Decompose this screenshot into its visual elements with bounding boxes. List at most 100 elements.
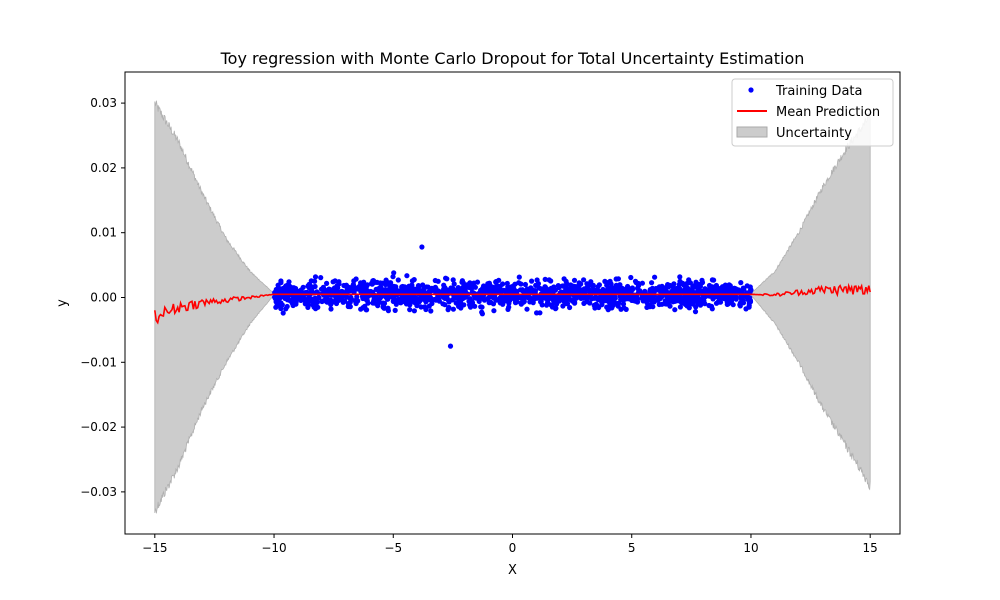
training-data-point (446, 299, 452, 305)
training-data-point (686, 294, 692, 300)
training-data-point (385, 305, 391, 311)
training-data-point (348, 294, 354, 300)
training-data-point (620, 301, 627, 307)
training-data-point (614, 300, 620, 307)
training-data-point (576, 288, 582, 294)
training-data-point (420, 282, 426, 288)
x-tick-label: 15 (863, 541, 878, 555)
training-data-point (633, 298, 639, 304)
training-data-point (500, 301, 506, 307)
training-data-point (701, 298, 707, 304)
training-data-point (568, 297, 574, 303)
training-data-point (656, 301, 662, 308)
training-data-point (553, 305, 559, 311)
training-data-point (737, 302, 743, 308)
mean-prediction-line (154, 282, 871, 325)
uncertainty-band-right (750, 110, 871, 491)
training-data-point (584, 281, 590, 287)
training-data-point (284, 303, 290, 310)
training-data-point (594, 296, 601, 302)
training-data-point (649, 289, 655, 295)
training-data-point (571, 277, 578, 283)
training-data-point (728, 300, 734, 306)
training-data-point (416, 284, 422, 291)
training-data-point (467, 296, 473, 302)
training-data-point (702, 286, 708, 292)
y-tick-label: 0.02 (90, 161, 117, 175)
training-data-point (290, 302, 296, 309)
training-data-point (506, 300, 512, 306)
training-data-point (639, 280, 646, 286)
training-data-point (405, 301, 411, 307)
training-data-point (628, 274, 634, 281)
training-data-point (279, 288, 285, 294)
training-data-point (655, 294, 662, 300)
training-data-point (418, 304, 424, 310)
x-tick-label: 10 (743, 541, 758, 555)
training-data-point (414, 289, 420, 295)
training-data-point (490, 294, 496, 300)
training-data-point (544, 286, 550, 292)
training-data-point (425, 284, 431, 290)
training-data-point (587, 300, 593, 306)
training-data-point (570, 286, 576, 292)
training-data-point (337, 295, 343, 301)
training-data-point (649, 280, 655, 286)
training-data-point (341, 282, 347, 289)
training-data-point (516, 274, 522, 280)
training-data-point (640, 298, 646, 304)
training-data-point (536, 294, 542, 300)
training-data-point (581, 292, 587, 298)
training-data-point (391, 270, 397, 276)
training-data-point (404, 273, 410, 279)
training-data-point (534, 310, 540, 316)
training-data-point (685, 285, 691, 291)
training-data-point (652, 274, 658, 280)
mean-prediction-layer (154, 282, 871, 325)
training-data-point (428, 308, 434, 314)
training-data-point (419, 244, 425, 250)
training-data-point (591, 288, 597, 294)
training-data-point (590, 282, 596, 288)
training-data-point (548, 278, 554, 284)
x-tick-label: 5 (628, 541, 636, 555)
training-data-point (697, 283, 704, 289)
training-data-point (408, 283, 414, 290)
training-data-point (651, 299, 657, 305)
training-data-point (529, 278, 535, 284)
training-data-point (596, 282, 603, 288)
training-data-point (604, 304, 610, 310)
training-data-point (632, 278, 639, 284)
training-data-point (744, 283, 750, 289)
x-tick-label: 0 (509, 541, 517, 555)
training-data-point (392, 307, 398, 313)
training-data-point (323, 296, 330, 302)
training-data-point (496, 295, 503, 301)
training-data-point (496, 277, 502, 283)
training-data-point (633, 294, 640, 300)
training-data-point (363, 288, 369, 294)
training-data-point (692, 283, 698, 290)
training-data-point (491, 308, 497, 314)
training-data-point (369, 281, 375, 287)
training-data-point (747, 295, 753, 301)
training-data-point (426, 303, 432, 309)
training-data-point (355, 298, 361, 304)
training-data-point (331, 285, 337, 291)
training-data-point (450, 277, 456, 283)
training-data-point (501, 294, 508, 300)
training-data-point (464, 282, 470, 288)
training-data-point (706, 282, 713, 289)
training-data-point (429, 288, 435, 294)
training-data-point (280, 310, 286, 316)
training-data-point (561, 276, 567, 282)
y-tick-label: 0.01 (90, 226, 117, 240)
training-data-point (399, 287, 405, 293)
training-data-point (278, 280, 284, 286)
training-data-point (386, 280, 392, 286)
training-data-point (339, 288, 345, 295)
training-data-point (305, 283, 311, 289)
training-data-point (328, 306, 334, 312)
training-data-point (310, 284, 316, 290)
training-data-point (533, 282, 539, 288)
